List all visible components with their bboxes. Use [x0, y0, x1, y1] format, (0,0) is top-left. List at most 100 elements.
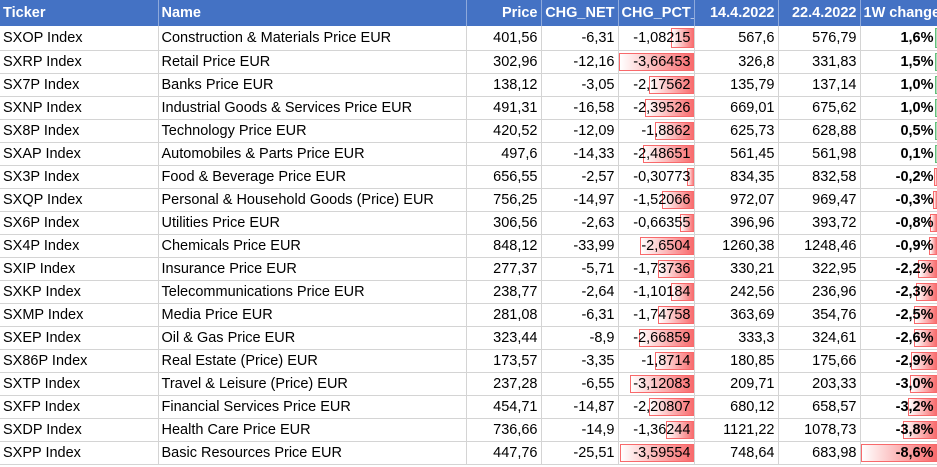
cell-chg-net[interactable]: -6,55: [541, 372, 619, 396]
cell-chg-net[interactable]: -14,97: [541, 188, 619, 212]
cell-name[interactable]: Chemicals Price EUR: [158, 234, 467, 258]
cell-ticker[interactable]: SXDP Index: [0, 418, 159, 442]
cell-date-1[interactable]: 669,01: [694, 96, 779, 120]
cell-name[interactable]: Industrial Goods & Services Price EUR: [158, 96, 467, 120]
header-chg-pct[interactable]: CHG_PCT_: [618, 0, 695, 26]
cell-date-2[interactable]: 137,14: [778, 73, 861, 97]
cell-date-2[interactable]: 1078,73: [778, 418, 861, 442]
cell-chg-pct[interactable]: -2,20807: [618, 395, 695, 419]
cell-chg-pct[interactable]: -2,17562: [618, 73, 695, 97]
cell-name[interactable]: Oil & Gas Price EUR: [158, 326, 467, 350]
cell-date-1[interactable]: 242,56: [694, 280, 779, 304]
header-date-2[interactable]: 22.4.2022: [778, 0, 861, 26]
cell-ticker[interactable]: SXQP Index: [0, 188, 159, 212]
cell-chg-net[interactable]: -25,51: [541, 441, 619, 465]
header-chg-net[interactable]: CHG_NET: [541, 0, 619, 26]
header-ticker[interactable]: Ticker: [0, 0, 159, 26]
cell-chg-net[interactable]: -14,9: [541, 418, 619, 442]
cell-1w-change[interactable]: 1,6%: [860, 26, 937, 51]
cell-date-1[interactable]: 209,71: [694, 372, 779, 396]
cell-chg-net[interactable]: -3,05: [541, 73, 619, 97]
cell-chg-net[interactable]: -2,57: [541, 165, 619, 189]
cell-name[interactable]: Media Price EUR: [158, 303, 467, 327]
cell-chg-net[interactable]: -3,35: [541, 349, 619, 373]
cell-date-1[interactable]: 748,64: [694, 441, 779, 465]
cell-date-1[interactable]: 330,21: [694, 257, 779, 281]
cell-ticker[interactable]: SXTP Index: [0, 372, 159, 396]
cell-1w-change[interactable]: 0,1%: [860, 142, 937, 166]
cell-chg-pct[interactable]: -1,10184: [618, 280, 695, 304]
cell-name[interactable]: Automobiles & Parts Price EUR: [158, 142, 467, 166]
cell-price[interactable]: 497,6: [466, 142, 542, 166]
cell-1w-change[interactable]: -3,2%: [860, 395, 937, 419]
cell-name[interactable]: Utilities Price EUR: [158, 211, 467, 235]
cell-date-2[interactable]: 658,57: [778, 395, 861, 419]
cell-name[interactable]: Telecommunications Price EUR: [158, 280, 467, 304]
cell-chg-pct[interactable]: -0,30773: [618, 165, 695, 189]
cell-date-2[interactable]: 175,66: [778, 349, 861, 373]
cell-price[interactable]: 138,12: [466, 73, 542, 97]
cell-1w-change[interactable]: -3,8%: [860, 418, 937, 442]
cell-name[interactable]: Banks Price EUR: [158, 73, 467, 97]
cell-name[interactable]: Financial Services Price EUR: [158, 395, 467, 419]
cell-date-1[interactable]: 396,96: [694, 211, 779, 235]
cell-ticker[interactable]: SX8P Index: [0, 119, 159, 143]
cell-chg-net[interactable]: -5,71: [541, 257, 619, 281]
cell-date-1[interactable]: 567,6: [694, 26, 779, 51]
cell-1w-change[interactable]: -3,0%: [860, 372, 937, 396]
cell-date-2[interactable]: 324,61: [778, 326, 861, 350]
cell-1w-change[interactable]: -8,6%: [860, 441, 937, 465]
cell-chg-pct[interactable]: -2,39526: [618, 96, 695, 120]
cell-date-1[interactable]: 1260,38: [694, 234, 779, 258]
cell-1w-change[interactable]: -0,8%: [860, 211, 937, 235]
cell-name[interactable]: Food & Beverage Price EUR: [158, 165, 467, 189]
cell-name[interactable]: Health Care Price EUR: [158, 418, 467, 442]
cell-date-1[interactable]: 363,69: [694, 303, 779, 327]
cell-chg-net[interactable]: -12,16: [541, 50, 619, 74]
cell-1w-change[interactable]: -2,2%: [860, 257, 937, 281]
cell-ticker[interactable]: SXOP Index: [0, 26, 159, 51]
cell-1w-change[interactable]: -2,5%: [860, 303, 937, 327]
cell-date-2[interactable]: 1248,46: [778, 234, 861, 258]
cell-ticker[interactable]: SX7P Index: [0, 73, 159, 97]
header-date-1[interactable]: 14.4.2022: [694, 0, 779, 26]
cell-chg-net[interactable]: -8,9: [541, 326, 619, 350]
cell-date-1[interactable]: 326,8: [694, 50, 779, 74]
cell-ticker[interactable]: SXAP Index: [0, 142, 159, 166]
cell-name[interactable]: Basic Resources Price EUR: [158, 441, 467, 465]
cell-chg-net[interactable]: -12,09: [541, 119, 619, 143]
cell-date-2[interactable]: 331,83: [778, 50, 861, 74]
cell-chg-pct[interactable]: -0,66355: [618, 211, 695, 235]
cell-name[interactable]: Travel & Leisure (Price) EUR: [158, 372, 467, 396]
cell-ticker[interactable]: SXRP Index: [0, 50, 159, 74]
cell-date-1[interactable]: 625,73: [694, 119, 779, 143]
cell-date-2[interactable]: 628,88: [778, 119, 861, 143]
cell-ticker[interactable]: SXKP Index: [0, 280, 159, 304]
cell-date-2[interactable]: 322,95: [778, 257, 861, 281]
cell-ticker[interactable]: SXPP Index: [0, 441, 159, 465]
cell-date-2[interactable]: 236,96: [778, 280, 861, 304]
cell-chg-pct[interactable]: -2,6504: [618, 234, 695, 258]
cell-ticker[interactable]: SXEP Index: [0, 326, 159, 350]
cell-date-1[interactable]: 135,79: [694, 73, 779, 97]
cell-price[interactable]: 756,25: [466, 188, 542, 212]
cell-price[interactable]: 277,37: [466, 257, 542, 281]
cell-date-1[interactable]: 1121,22: [694, 418, 779, 442]
cell-date-2[interactable]: 561,98: [778, 142, 861, 166]
cell-price[interactable]: 237,28: [466, 372, 542, 396]
cell-chg-pct[interactable]: -2,48651: [618, 142, 695, 166]
cell-chg-net[interactable]: -2,64: [541, 280, 619, 304]
cell-ticker[interactable]: SX6P Index: [0, 211, 159, 235]
cell-price[interactable]: 447,76: [466, 441, 542, 465]
cell-date-1[interactable]: 834,35: [694, 165, 779, 189]
cell-chg-net[interactable]: -14,33: [541, 142, 619, 166]
cell-ticker[interactable]: SX86P Index: [0, 349, 159, 373]
cell-date-2[interactable]: 576,79: [778, 26, 861, 51]
cell-chg-net[interactable]: -6,31: [541, 303, 619, 327]
cell-chg-pct[interactable]: -1,52066: [618, 188, 695, 212]
cell-price[interactable]: 302,96: [466, 50, 542, 74]
cell-chg-pct[interactable]: -3,59554: [618, 441, 695, 465]
cell-price[interactable]: 454,71: [466, 395, 542, 419]
cell-1w-change[interactable]: -2,3%: [860, 280, 937, 304]
cell-date-1[interactable]: 180,85: [694, 349, 779, 373]
